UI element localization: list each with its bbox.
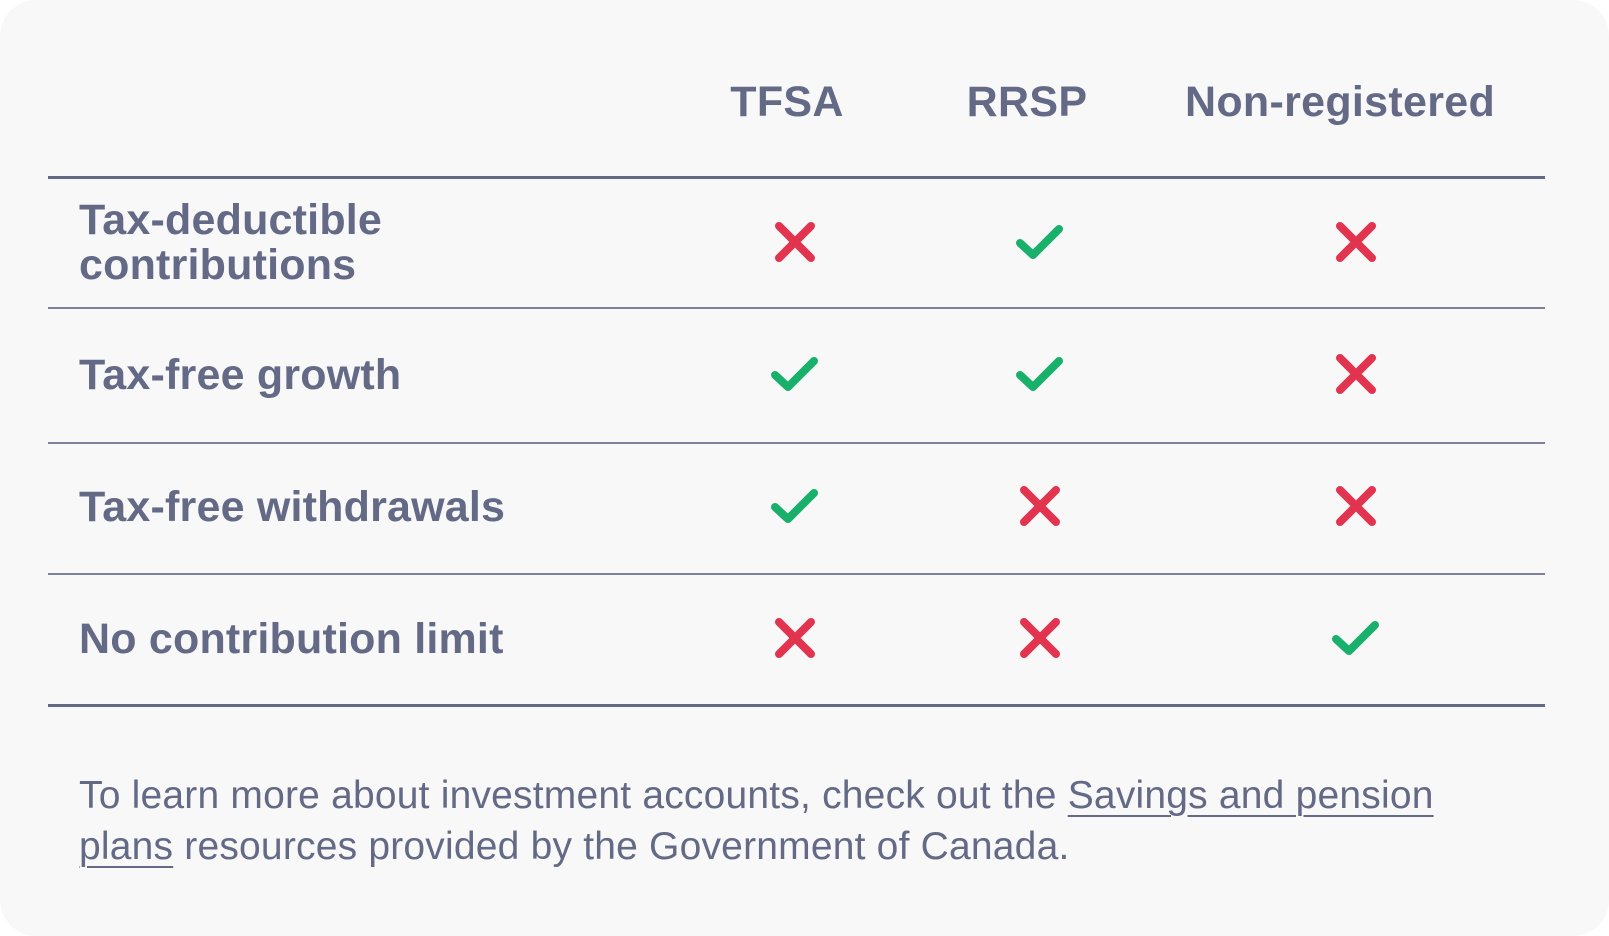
savings-and-pension-plans-link[interactable]: Savings and pension plans: [79, 774, 1434, 868]
row-label-tax-free-withdrawals: Tax-free withdrawals: [79, 485, 505, 530]
cross-icon: [775, 222, 815, 262]
cross-icon: [1336, 486, 1376, 526]
row-label-tax-free-growth: Tax-free growth: [79, 353, 401, 398]
row-label-line: contributions: [79, 241, 357, 289]
check-icon: [1016, 225, 1063, 259]
footer-note: To learn more about investment accounts,…: [79, 770, 1499, 872]
row-divider: [48, 307, 1545, 309]
row-label-line: No contribution limit: [79, 615, 504, 663]
row-label-no-contribution-limit: No contribution limit: [79, 617, 504, 662]
check-icon: [771, 357, 818, 391]
footer-text-before: To learn more about investment accounts,…: [79, 774, 1068, 817]
cross-icon: [775, 618, 815, 658]
cross-icon: [1020, 486, 1060, 526]
table-bottom-divider: [48, 704, 1545, 707]
footer-text-after: resources provided by the Government of …: [173, 825, 1070, 868]
cross-icon: [1020, 618, 1060, 658]
row-label-line: Tax-free withdrawals: [79, 483, 506, 531]
row-label-line: Tax-deductible: [79, 196, 383, 244]
row-label-line: Tax-free growth: [79, 351, 402, 399]
header-divider: [48, 176, 1545, 179]
column-header-rrsp: RRSP: [966, 78, 1088, 126]
cross-icon: [1336, 222, 1376, 262]
check-icon: [1016, 357, 1063, 391]
row-label-tax-deductible-contributions: Tax-deductible contributions: [79, 198, 382, 288]
check-icon: [1332, 621, 1379, 655]
column-header-non-registered: Non-registered: [1184, 78, 1496, 126]
cross-icon: [1336, 354, 1376, 394]
row-divider: [48, 442, 1545, 444]
row-divider: [48, 573, 1545, 575]
check-icon: [771, 489, 818, 523]
column-header-tfsa: TFSA: [730, 78, 844, 126]
